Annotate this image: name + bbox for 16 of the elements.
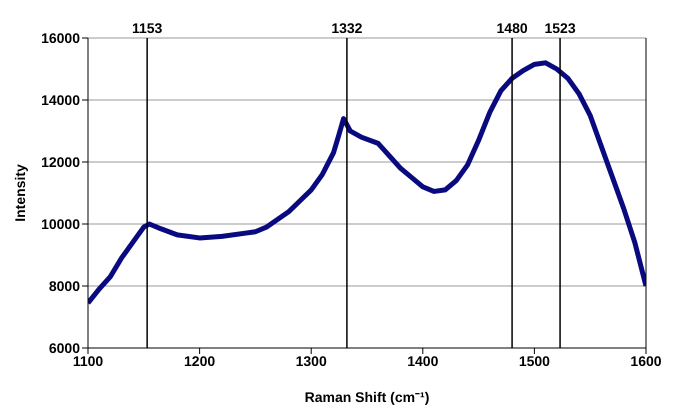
y-tick-label: 10000 [41,216,80,232]
y-tick-label: 12000 [41,154,80,170]
y-tick-label: 16000 [41,30,80,46]
x-tick-label: 1200 [184,352,216,369]
x-tick-label: 1400 [407,352,439,369]
x-tick-label: 1300 [296,352,327,369]
y-tick-label: 8000 [48,278,80,294]
ref-line-label: 1153 [132,20,163,36]
y-axis-title: Intensity [12,164,28,222]
ref-line-label: 1332 [331,20,363,36]
y-tick-label: 14000 [41,92,80,108]
x-axis-title: Raman Shift (cm⁻¹) [304,388,430,405]
ref-line-label: 1523 [544,20,576,36]
x-tick-label: 1600 [630,352,662,369]
ref-line-label: 1480 [496,20,528,36]
x-tick-label: 1500 [518,352,550,369]
